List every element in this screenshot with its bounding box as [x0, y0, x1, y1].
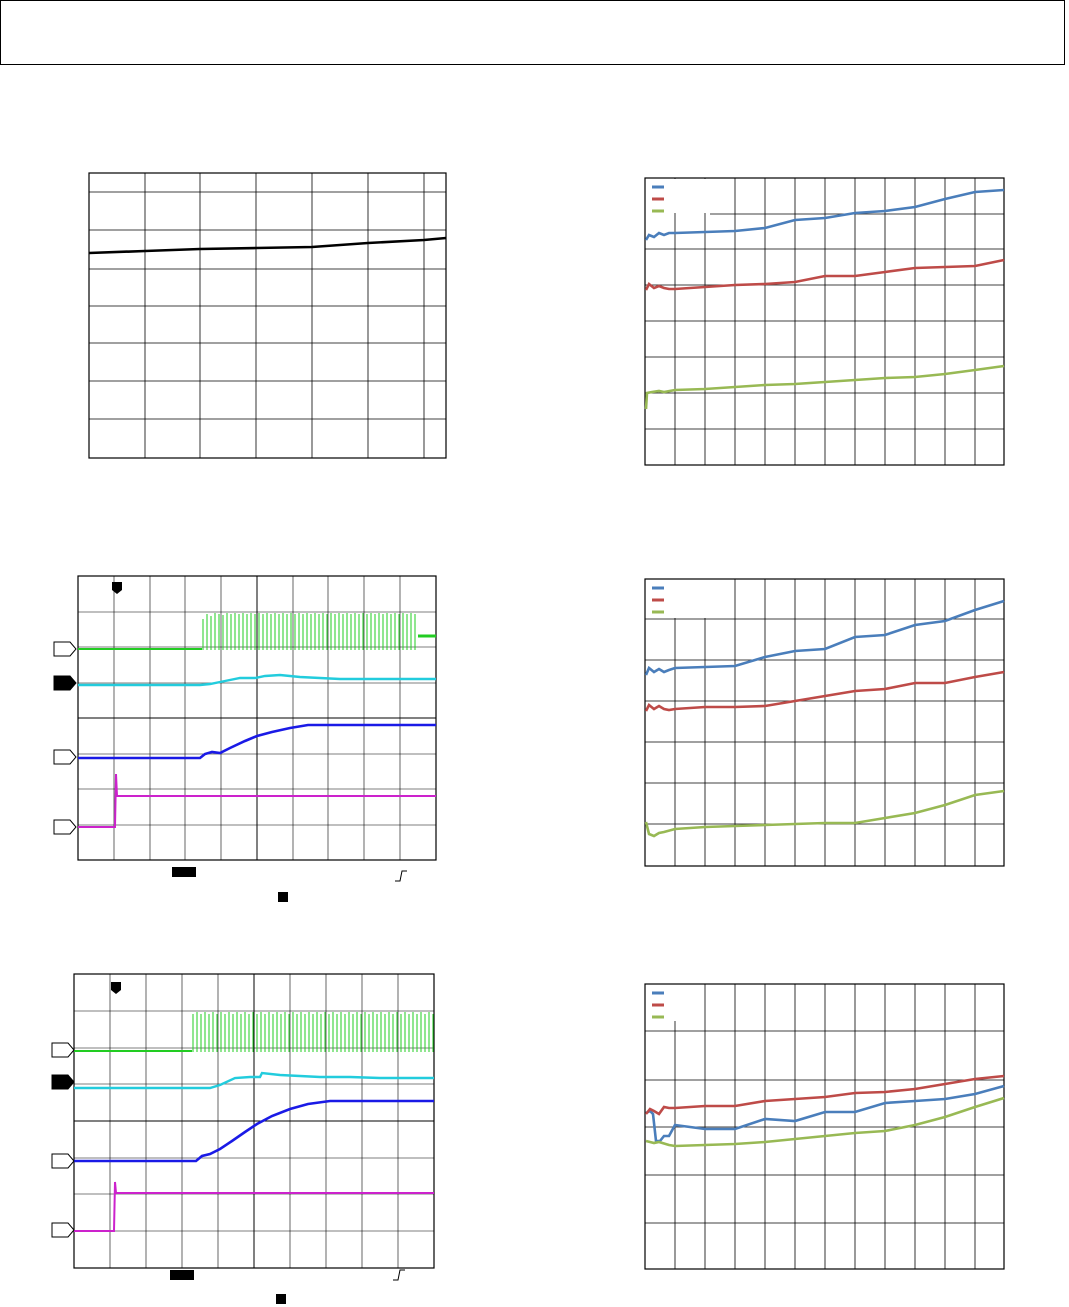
figure-bot-right [644, 983, 1006, 1273]
channel-green-trace [74, 1012, 434, 1052]
figure-top-right [644, 177, 1006, 467]
channel-blue-trace [78, 723, 436, 760]
figure-top-right-plot [644, 177, 1005, 466]
channel-1-marker [53, 641, 77, 657]
scope-footer-box [172, 867, 196, 877]
plot-frame [644, 177, 1005, 466]
series-line-blue [645, 1084, 1005, 1143]
series-line-red [644, 670, 1005, 712]
gridlines [89, 173, 446, 458]
scope-footer-square [276, 1294, 286, 1304]
trigger-edge-symbol [393, 1269, 405, 1281]
figure-bot-left [50, 972, 438, 1307]
series-line-blue [644, 599, 1005, 676]
figure-bot-right-plot [644, 983, 1005, 1270]
channel-blue-trace [74, 1099, 434, 1163]
gridlines [645, 178, 1004, 465]
legend-bg [646, 179, 710, 213]
series-line-green [644, 789, 1005, 838]
channel-4-marker [51, 1222, 75, 1238]
channel-green-trace [78, 613, 436, 650]
figure-top-left [88, 172, 448, 460]
channel-magenta-trace [78, 773, 436, 828]
series-line-black [88, 236, 447, 255]
channel-magenta-trace [74, 1181, 434, 1232]
series-line-red [644, 258, 1005, 291]
channel-1-marker [51, 1042, 75, 1058]
gridlines [645, 579, 1004, 866]
figure-top-left-plot [88, 172, 447, 459]
channel-2-marker [51, 1074, 75, 1090]
channel-3-marker [53, 749, 77, 765]
channel-cyan-trace [74, 1071, 434, 1090]
series-line-blue [644, 188, 1005, 241]
trigger-position-marker [111, 982, 121, 994]
gridlines [645, 984, 1004, 1269]
series-line-green [644, 364, 1005, 410]
figure-mid-left [50, 574, 438, 910]
channel-cyan-trace [78, 673, 436, 687]
scope-bot-left [51, 973, 435, 1304]
scope-footer-box [170, 1270, 194, 1280]
channel-4-marker [53, 819, 77, 835]
legend-bg [646, 580, 706, 616]
scope-footer-square [278, 892, 288, 902]
channel-3-marker [51, 1153, 75, 1169]
figure-mid-right [644, 578, 1006, 868]
legend-bg [646, 985, 674, 1021]
channel-2-marker [53, 675, 77, 691]
header-box [0, 0, 1065, 65]
series-line-green [645, 1096, 1005, 1148]
trigger-position-marker [112, 582, 122, 594]
scope-mid-left [53, 575, 437, 902]
trigger-edge-symbol [395, 870, 407, 882]
figure-mid-right-plot [644, 578, 1005, 867]
plot-frame [88, 172, 447, 459]
series-line-red [644, 1074, 1005, 1116]
plot-frame [644, 983, 1005, 1270]
